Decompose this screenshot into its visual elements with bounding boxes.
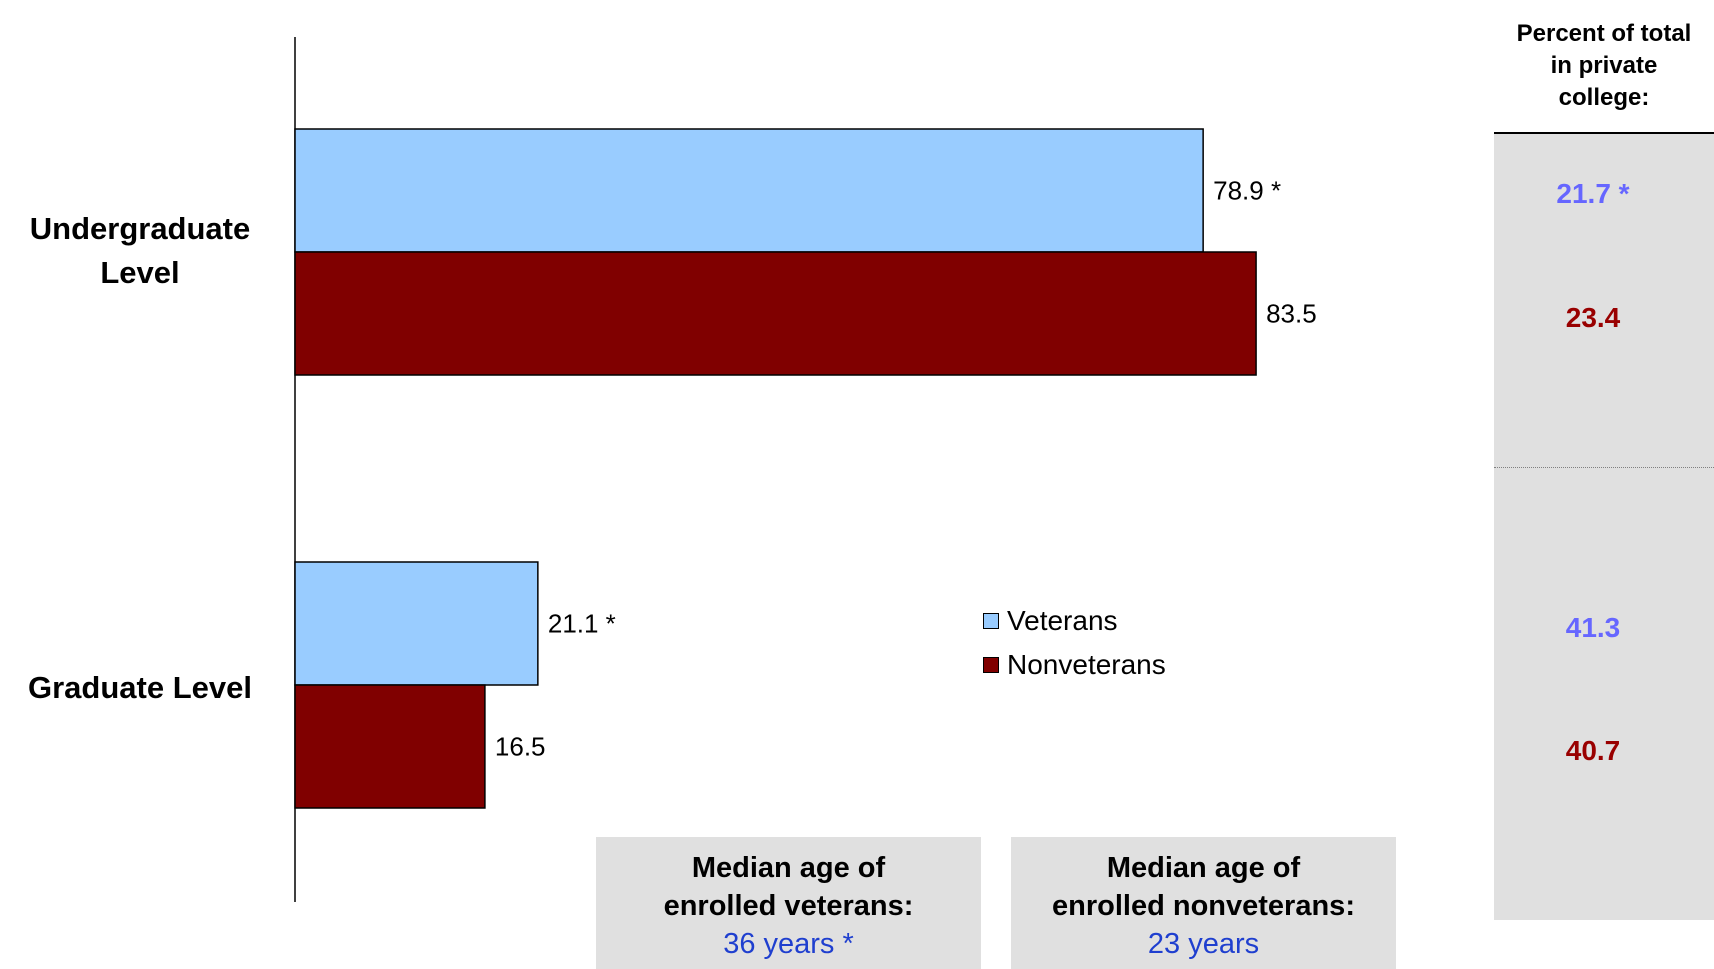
legend-item-nonveterans: Nonveterans — [983, 643, 1166, 687]
private-college-value: 21.7 * — [1556, 178, 1630, 209]
category-label-line: Level — [100, 255, 180, 290]
bar-value-label: 21.1 * — [548, 609, 616, 639]
category-label-line: Undergraduate — [29, 211, 251, 246]
private-college-value: 23.4 — [1565, 302, 1621, 333]
bar-nonveterans-0 — [294, 251, 1257, 376]
private-college-value: 40.7 — [1565, 735, 1621, 766]
bar-value-label: 78.9 * — [1213, 176, 1281, 206]
private-college-value: 41.3 — [1565, 612, 1621, 643]
panel-divider — [1494, 467, 1714, 468]
private-college-panel: Percent of total in private college: 21.… — [1494, 0, 1714, 920]
median-box-label: enrolled veterans: — [663, 890, 914, 922]
legend: Veterans Nonveterans — [983, 599, 1166, 687]
median-age-nonveterans-box: Median age of enrolled nonveterans: 23 y… — [1011, 837, 1396, 969]
legend-swatch-veterans — [983, 613, 999, 629]
legend-label: Veterans — [1007, 605, 1118, 636]
bar-veterans-0 — [294, 128, 1204, 253]
bar-value-label: 16.5 — [495, 732, 546, 762]
private-college-header-text: Percent of total in private college: — [1516, 20, 1692, 111]
median-age-veterans-box: Median age of enrolled veterans: 36 year… — [596, 837, 981, 969]
legend-swatch-nonveterans — [983, 657, 999, 673]
category-label-graduate: Graduate Level — [0, 666, 280, 710]
bar-veterans-1 — [294, 561, 539, 686]
private-college-header: Percent of total in private college: — [1494, 0, 1714, 134]
category-label-line: Graduate Level — [28, 670, 252, 705]
bar-nonveterans-1 — [294, 684, 486, 809]
legend-item-veterans: Veterans — [983, 599, 1166, 643]
bar-chart: 78.9 * 21.1 * 83.5 16.5 — [294, 37, 1317, 902]
bar-value-label: 83.5 — [1266, 299, 1317, 329]
median-box-label: Median age of — [1106, 852, 1301, 884]
median-box-label: enrolled nonveterans: — [1052, 890, 1355, 922]
category-label-undergraduate: Undergraduate Level — [0, 207, 280, 295]
median-box-label: Median age of — [691, 852, 886, 884]
median-box-value: 36 years * — [723, 928, 854, 960]
legend-label: Nonveterans — [1007, 649, 1166, 680]
median-box-value: 23 years — [1147, 928, 1260, 960]
